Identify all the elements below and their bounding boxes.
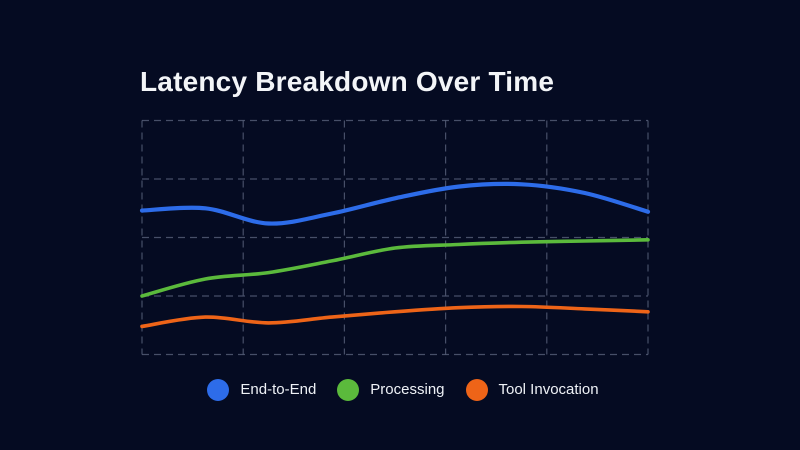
legend-item-processing[interactable]: Processing [337, 378, 445, 401]
series-line-processing [140, 238, 650, 298]
legend-swatch-tool-invocation-icon [465, 378, 488, 401]
legend-item-tool-invocation[interactable]: Tool Invocation [465, 378, 599, 401]
legend-label-processing: Processing [370, 381, 445, 398]
chart-series-lines [139, 181, 651, 329]
legend-label-tool-invocation: Tool Invocation [498, 381, 599, 398]
series-line-tool-invocation [140, 304, 650, 329]
chart-title: Latency Breakdown Over Time [140, 66, 555, 97]
legend-swatch-processing-icon [337, 378, 360, 401]
chart-legend: End-to-End Processing Tool Invocation [150, 377, 656, 402]
legend-swatch-end-to-end-icon [207, 378, 230, 401]
chart-gridlines [141, 119, 649, 356]
series-line-end-to-end [139, 181, 651, 226]
legend-item-end-to-end[interactable]: End-to-End [207, 378, 317, 401]
legend-label-end-to-end: End-to-End [240, 381, 317, 398]
